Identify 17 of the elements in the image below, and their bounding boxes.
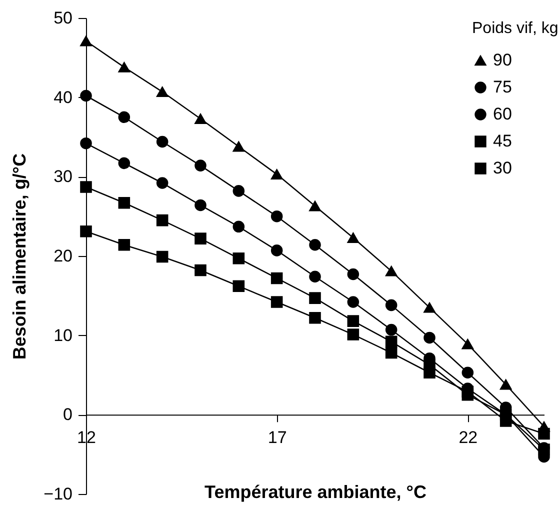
- legend-label: 30: [493, 158, 512, 178]
- y-tick-label: 50: [54, 8, 72, 28]
- y-axis-title: Besoin alimentaire, g/°C: [10, 153, 30, 360]
- y-tick-label: 30: [54, 167, 72, 186]
- legend-label: 45: [493, 132, 512, 150]
- x-axis-title: Température ambiante, °C: [204, 482, 426, 502]
- legend-title: Poids vif, kg: [472, 20, 558, 37]
- legend-label: 90: [493, 50, 512, 70]
- legend-label: 60: [493, 104, 512, 124]
- x-tick-label: 22: [458, 428, 478, 448]
- y-tick-label: 0: [63, 405, 72, 424]
- legend-label: 75: [493, 78, 512, 96]
- x-tick-label: 17: [268, 428, 287, 448]
- y-tick-label: 10: [54, 326, 72, 345]
- y-tick-label: 40: [54, 88, 72, 107]
- y-tick-label: 20: [54, 246, 72, 266]
- y-tick-label: −10: [44, 484, 72, 504]
